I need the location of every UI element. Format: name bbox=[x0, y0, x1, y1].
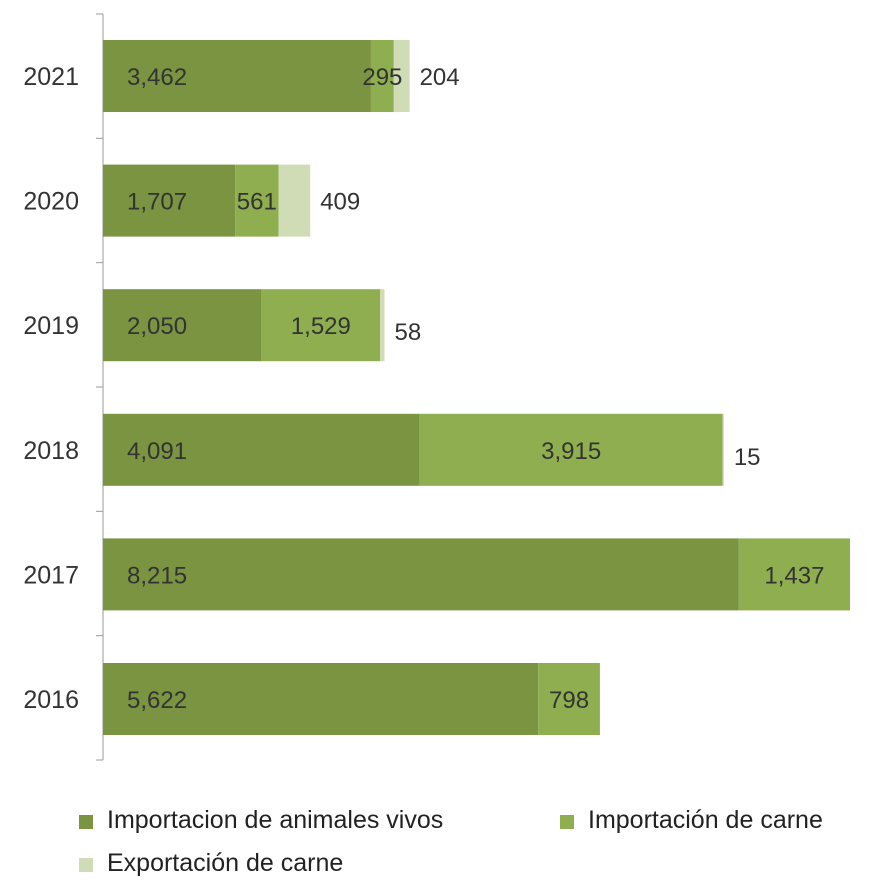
bar-segment bbox=[380, 289, 385, 362]
data-label: 204 bbox=[420, 64, 460, 91]
data-label: 1,707 bbox=[127, 189, 187, 216]
legend-swatch bbox=[560, 815, 574, 829]
y-axis bbox=[96, 13, 104, 761]
data-labels-group: 3,462 295 204 1,707 561 409 2,050 1,529 58 4,091 3… bbox=[127, 64, 824, 714]
data-label: 561 bbox=[237, 189, 277, 216]
data-label: 58 bbox=[395, 319, 422, 346]
data-label: 4,091 bbox=[127, 438, 187, 465]
bar-segment bbox=[103, 663, 539, 735]
data-label: 409 bbox=[320, 189, 360, 216]
category-label: 2016 bbox=[23, 686, 79, 714]
bar-segment bbox=[103, 413, 420, 486]
legend-entry: Importacion de animales vivos bbox=[107, 806, 443, 834]
category-label: 2021 bbox=[23, 63, 79, 91]
bar-segment bbox=[722, 413, 724, 486]
data-label: 3,915 bbox=[541, 438, 601, 465]
bar-segment bbox=[103, 538, 739, 611]
legend-swatch bbox=[79, 858, 93, 872]
data-label: 1,529 bbox=[291, 313, 351, 340]
bar-segment bbox=[261, 289, 381, 362]
data-label: 798 bbox=[549, 687, 589, 714]
data-label: 15 bbox=[734, 444, 761, 471]
bar-segment bbox=[278, 164, 311, 237]
category-label: 2018 bbox=[23, 437, 79, 465]
data-label: 2,050 bbox=[127, 313, 187, 340]
category-label: 2020 bbox=[23, 188, 79, 216]
category-tick-labels: 2021 2020 2019 2018 2017 2016 bbox=[23, 63, 79, 714]
bar-segment bbox=[103, 40, 371, 112]
legend-entry: Importación de carne bbox=[588, 806, 823, 834]
bar-segment bbox=[235, 164, 279, 237]
bar-segment bbox=[103, 289, 262, 362]
data-label: 1,437 bbox=[764, 562, 824, 589]
legend-entry: Exportación de carne bbox=[107, 849, 343, 877]
data-label: 8,215 bbox=[127, 562, 187, 589]
bar-segment bbox=[419, 413, 723, 486]
bar-segment bbox=[738, 538, 851, 611]
bars-group bbox=[103, 40, 851, 735]
data-label: 3,462 bbox=[127, 64, 187, 91]
bar-segment bbox=[538, 663, 600, 735]
category-label: 2017 bbox=[23, 561, 79, 589]
data-label: 5,622 bbox=[127, 687, 187, 714]
legend: Importacion de animales vivos Importación… bbox=[79, 806, 823, 877]
bar-segment bbox=[103, 164, 236, 237]
bar-segment bbox=[393, 40, 410, 112]
category-label: 2019 bbox=[23, 312, 79, 340]
legend-swatch bbox=[79, 815, 93, 829]
data-label: 295 bbox=[362, 64, 402, 91]
bar-segment bbox=[370, 40, 394, 112]
